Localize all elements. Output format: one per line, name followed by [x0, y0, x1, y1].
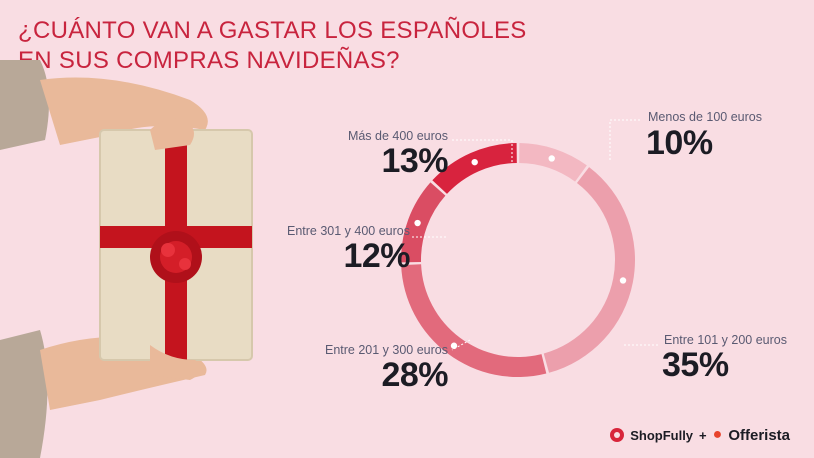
label-201-300: Entre 201 y 300 euros	[325, 343, 448, 357]
title-line-2: EN SUS COMPRAS NAVIDEÑAS?	[18, 47, 400, 74]
slice-mas-400-marker	[471, 158, 478, 166]
slice-101-200	[543, 167, 636, 373]
value-301-400: 12%	[343, 237, 410, 275]
title-line-1: ¿CUÁNTO VAN A GASTAR LOS ESPAÑOLES	[18, 17, 527, 44]
label-101-200: Entre 101 y 200 euros	[664, 333, 787, 347]
slice-101-200-marker	[619, 277, 627, 284]
plus-sign: +	[699, 427, 707, 443]
brand-logos: ShopFully + ● Offerista	[610, 426, 790, 444]
slice-menos-100	[519, 143, 587, 182]
value-mas-400: 13%	[381, 142, 448, 180]
slice-301-400	[400, 182, 446, 263]
label-menos-100: Menos de 100 euros	[648, 110, 762, 124]
slice-menos-100-leader	[609, 119, 640, 160]
slice-201-300-marker	[450, 342, 458, 349]
label-301-400: Entre 301 y 400 euros	[287, 224, 410, 238]
slice-301-400-marker	[414, 219, 421, 227]
slice-mas-400	[432, 143, 517, 194]
value-201-300: 28%	[381, 356, 448, 394]
shopfully-logo-icon	[610, 428, 625, 442]
chart-title: ¿CUÁNTO VAN A GASTAR LOS ESPAÑOLES EN SU…	[18, 16, 538, 76]
label-mas-400: Más de 400 euros	[347, 129, 448, 143]
slice-201-300-leader	[451, 339, 471, 351]
slice-201-300	[401, 264, 547, 378]
slice-menos-100-marker	[548, 155, 555, 162]
slice-mas-400-leader	[452, 139, 513, 162]
offerista-logo-icon: ●	[712, 426, 723, 443]
value-menos-100: 10%	[646, 124, 713, 162]
offerista-logo-text: Offerista	[728, 426, 790, 444]
shopfully-logo-text: ShopFully	[630, 427, 694, 443]
gift-illustration	[0, 60, 253, 458]
value-101-200: 35%	[662, 346, 729, 384]
